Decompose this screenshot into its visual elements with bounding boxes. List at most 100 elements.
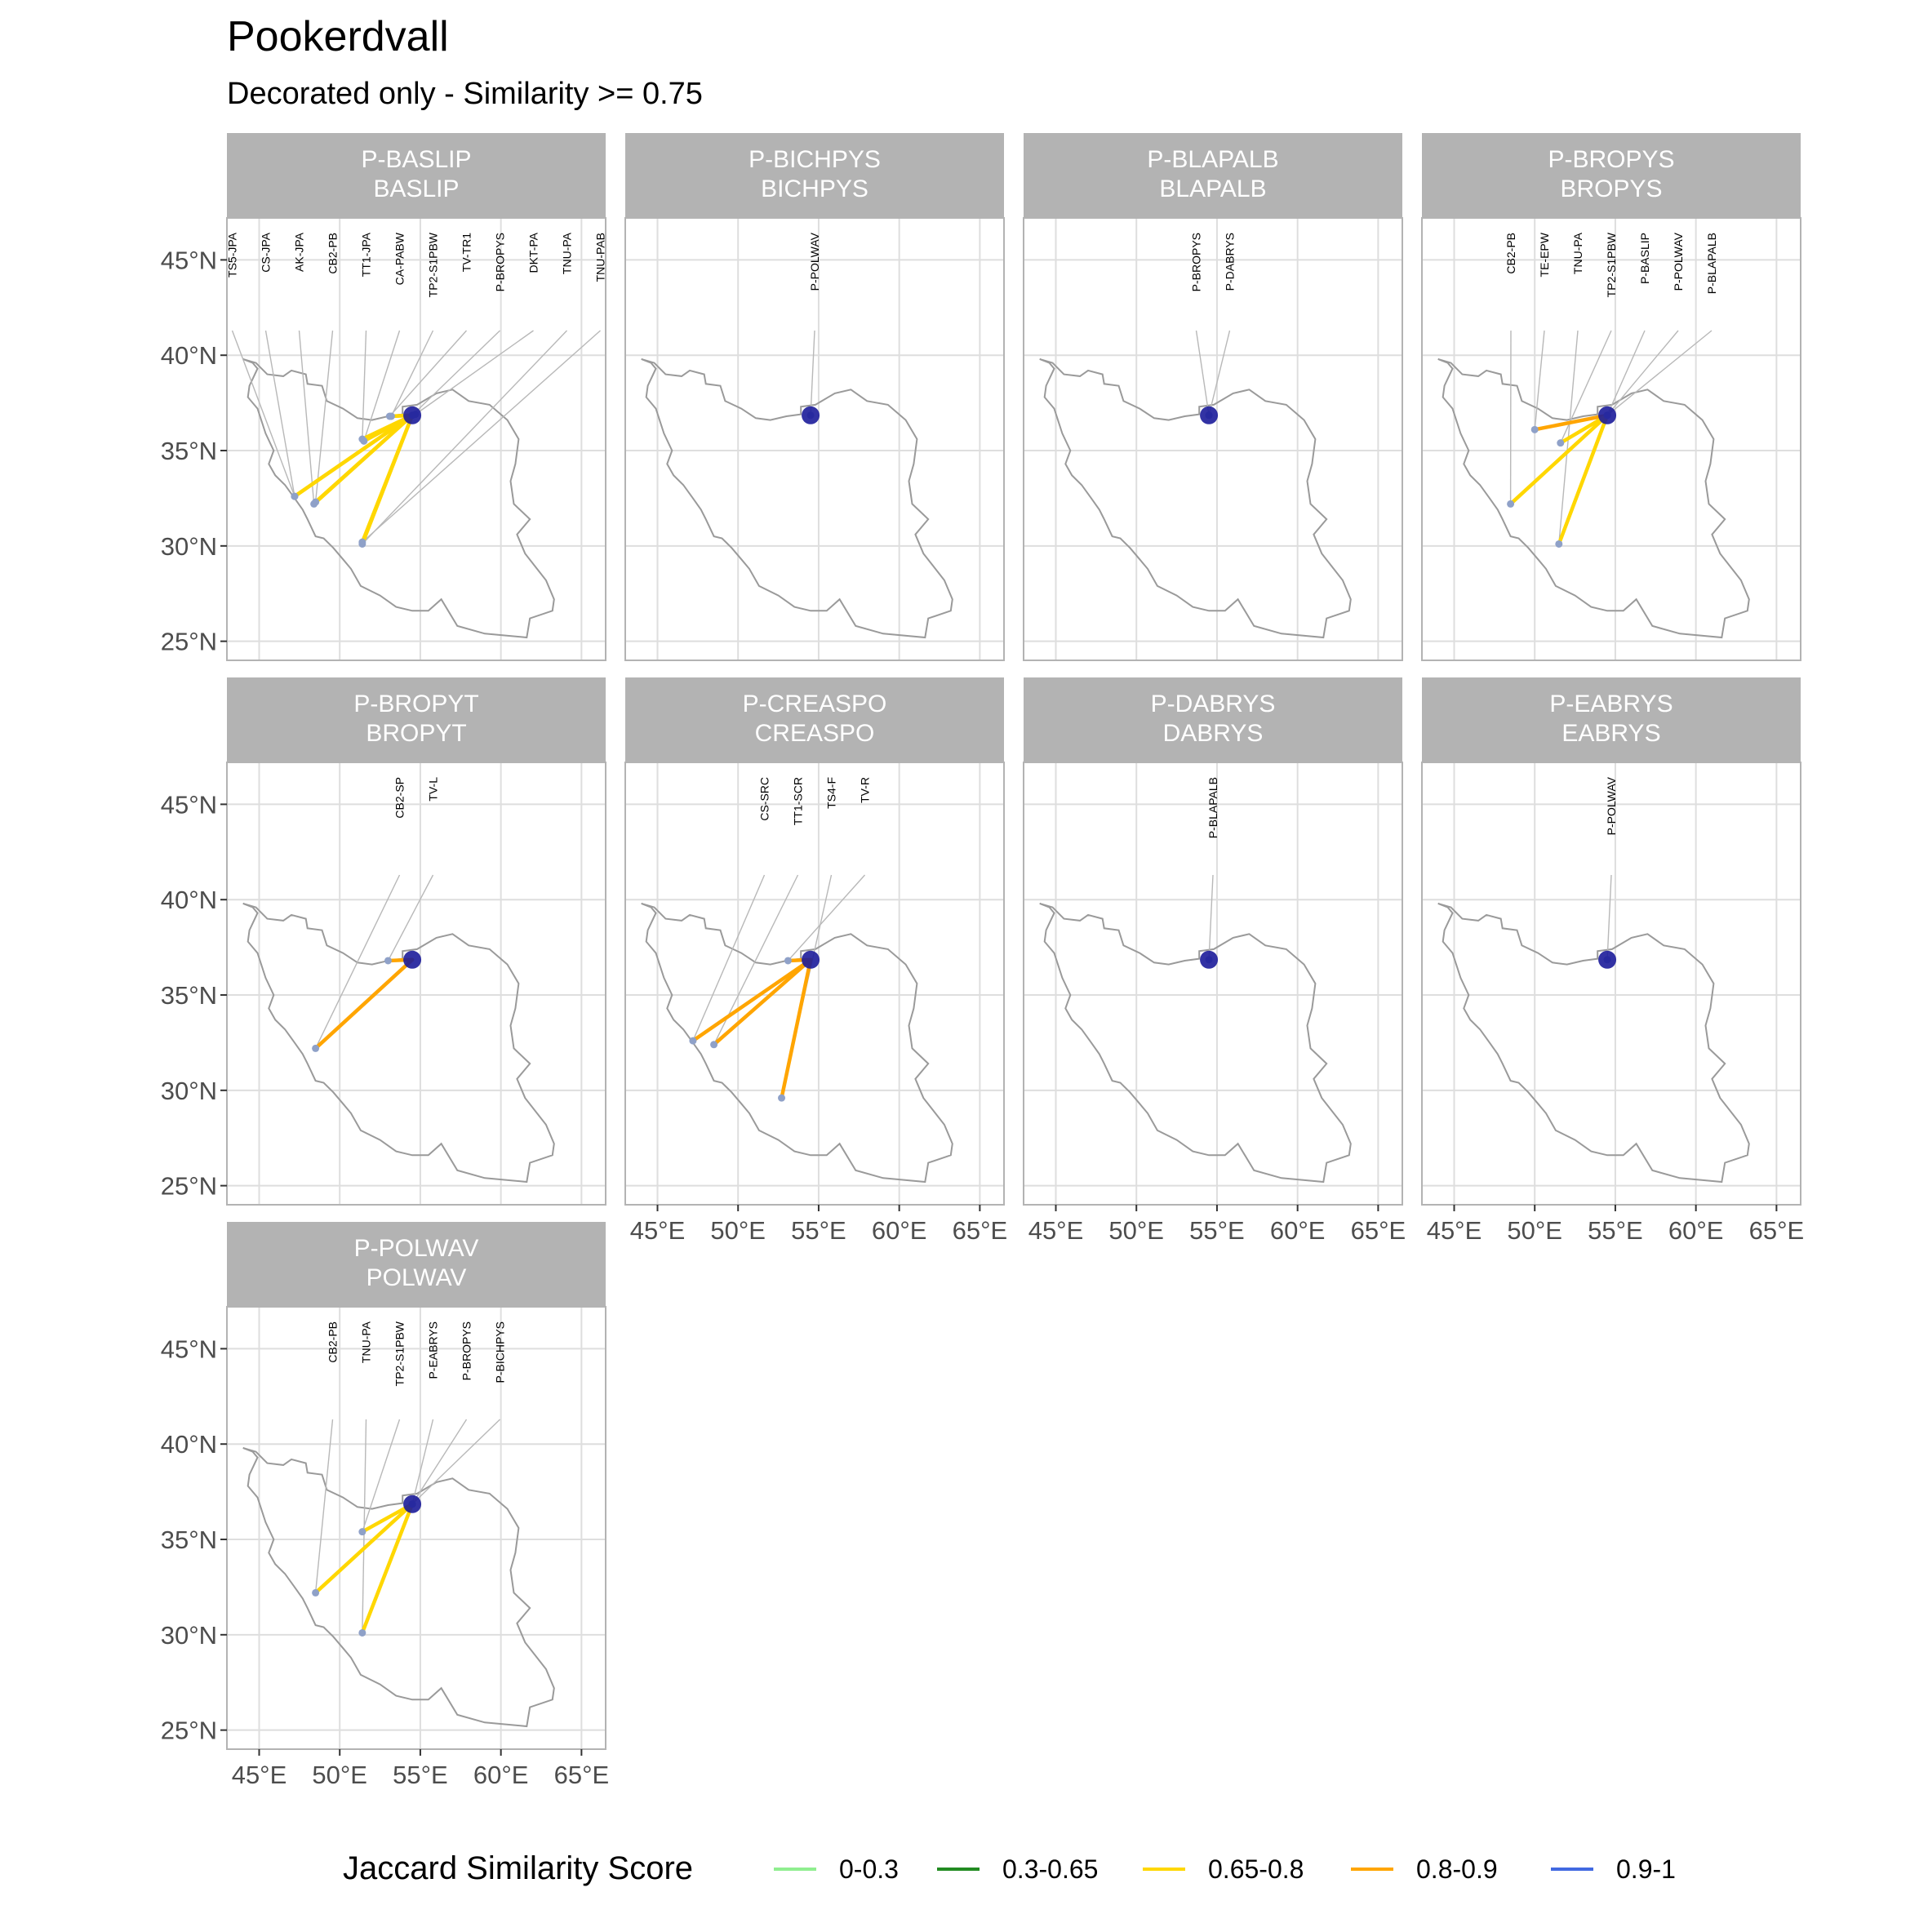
y-tick-label: 35°N [161,437,217,465]
site-point [778,1095,785,1102]
y-tick-label: 40°N [161,1430,217,1459]
x-tick-label: 65°E [1351,1216,1406,1245]
site-label: CS-JPA [260,232,273,272]
y-tick-label: 40°N [161,886,217,914]
site-label: CA-PABW [393,232,406,285]
site-point [784,957,792,964]
reference-site-point [1598,406,1616,424]
facet-strip-label: P-CREASPO [743,691,887,717]
facet-strip-label: P-BROPYS [1548,146,1674,173]
reference-site-point [403,406,421,424]
x-tick-label: 55°E [1588,1216,1643,1245]
reference-site-point [1200,406,1218,424]
site-label: DKT-PA [527,232,540,273]
site-label: TNU-PA [561,232,574,274]
site-label: TNU-PA [360,1321,373,1363]
site-label: P-BROPYS [460,1321,473,1380]
site-label: P-BICHPYS [494,1321,507,1383]
x-tick-label: 55°E [791,1216,846,1245]
y-tick-label: 45°N [161,790,217,819]
site-label: TS4-F [825,777,838,809]
site-label: P-BASLIP [1638,233,1651,284]
site-label: P-BLAPALB [1705,233,1718,294]
site-point [384,957,392,964]
x-tick-label: 50°E [710,1216,766,1245]
site-point [358,1629,366,1637]
site-label: TE-EPW [1538,232,1551,277]
site-point [1555,540,1562,548]
reference-site-point [1200,951,1218,969]
legend-title: Jaccard Similarity Score [343,1850,693,1886]
reference-site-point [403,951,421,969]
panel-background [227,1307,606,1749]
x-tick-label: 65°E [1749,1216,1805,1245]
facet-strip-label: BROPYS [1560,175,1662,202]
facet-strip-label: BICHPYS [761,175,868,202]
legend-item-label: 0.8-0.9 [1416,1854,1498,1884]
site-label: P-EABRYS [427,1321,440,1379]
reference-site-point [403,1495,421,1513]
site-label: TT1-SCR [792,777,805,825]
x-tick-label: 50°E [1507,1216,1562,1245]
facet-strip-label: EABRYS [1562,720,1660,747]
site-point [710,1041,717,1048]
facet-strip-label: P-POLWAV [354,1235,479,1262]
figure-subtitle: Decorated only - Similarity >= 0.75 [227,77,703,111]
site-label: TV-R [859,777,872,803]
site-point [312,1589,319,1597]
x-tick-label: 55°E [1189,1216,1245,1245]
site-label: AK-JPA [293,232,306,272]
x-tick-label: 45°E [1028,1216,1084,1245]
y-tick-label: 30°N [161,1077,217,1105]
site-label: P-BROPYS [494,233,507,291]
site-label: TNU-PA [1571,232,1584,274]
site-label: P-BROPYS [1190,233,1203,291]
facet-strip-label: P-BASLIP [361,146,471,173]
site-label: TP2-S1PBW [393,1321,406,1386]
site-point [360,437,367,445]
reference-site-point [802,951,820,969]
x-tick-label: 55°E [393,1761,448,1789]
site-point [1531,426,1539,433]
site-label: P-BLAPALB [1206,777,1219,838]
facet-strip-label: P-BLAPALB [1147,146,1278,173]
site-point [358,539,366,546]
site-point [1507,500,1514,508]
x-tick-label: 60°E [872,1216,927,1245]
site-label: P-POLWAV [1605,776,1618,835]
y-tick-label: 25°N [161,1172,217,1201]
x-tick-label: 65°E [554,1761,610,1789]
site-label: TP2-S1PBW [1605,232,1618,297]
site-point [358,1528,366,1535]
facet-strip-label: P-EABRYS [1549,691,1673,717]
y-tick-label: 30°N [161,532,217,561]
site-label: CS-SRC [758,777,771,821]
panel-background [227,218,606,660]
site-point [1557,439,1564,446]
x-tick-label: 60°E [473,1761,529,1789]
facet-strip-label: DABRYS [1163,720,1264,747]
x-tick-label: 45°E [232,1761,287,1789]
y-tick-label: 35°N [161,1526,217,1554]
site-label: CB2-PB [327,1321,340,1363]
site-label: CB2-PB [1504,233,1517,274]
site-label: TT1-JPA [360,232,373,277]
y-tick-label: 40°N [161,341,217,370]
site-point [312,1045,319,1052]
site-label: P-POLWAV [808,232,821,291]
site-point [312,499,319,506]
site-label: TV-L [427,777,440,802]
site-point [689,1037,696,1045]
facet-strip-label: P-DABRYS [1151,691,1276,717]
facet-strip-label: BROPYT [366,720,466,747]
facet-strip-label: POLWAV [366,1264,467,1291]
panel-background [625,762,1004,1205]
